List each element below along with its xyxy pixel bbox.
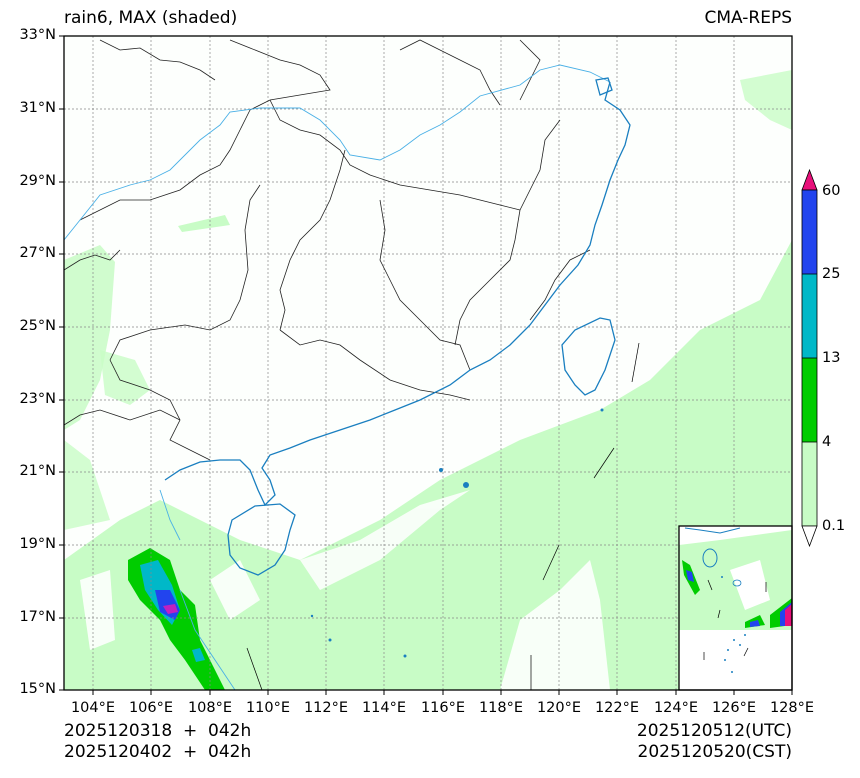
valid-utc: 2025120512(UTC) [636,721,792,741]
colorbar-under-arrow [801,525,818,548]
lon-label: 124°E [653,700,699,716]
lon-label: 116°E [420,700,466,716]
map-frame [63,35,793,691]
valid-time-block: 2025120512(UTC) 2025120520(CST) [637,721,792,763]
map-body [64,36,792,690]
lon-label: 110°E [245,700,291,716]
province-borders [64,39,591,461]
lat-label: 17°N [19,609,56,625]
colorbar-label: 13 [822,350,841,366]
lon-label: 104°E [70,700,116,716]
lon-label: 112°E [303,700,349,716]
small-islands [310,408,604,658]
colorbar-label: 0.1 [822,518,846,534]
lon-label: 120°E [536,700,582,716]
lat-label: 15°N [19,681,56,697]
lat-label: 33°N [19,27,56,43]
valid-cst: 2025120520(CST) [637,742,792,762]
lat-label: 27°N [19,245,56,261]
colorbar-label: 4 [822,434,832,450]
misc-lines [246,342,640,690]
lon-label: 108°E [187,700,233,716]
chart-title: rain6, MAX (shaded) [64,8,238,28]
heavy-rain-band [128,548,225,690]
init-cst: 2025120402 + 042h [64,742,252,762]
lat-label: 29°N [19,173,56,189]
graticule [64,36,792,690]
lat-label: 21°N [19,463,56,479]
lon-label: 114°E [361,700,407,716]
colorbar [801,168,818,548]
lon-label: 126°E [711,700,757,716]
colorbar-label: 60 [822,183,841,199]
lat-label: 19°N [19,536,56,552]
colorbar-over-arrow [801,168,818,191]
lat-label: 31°N [19,100,56,116]
init-time-block: 2025120318 + 042h 2025120402 + 042h [64,721,251,763]
coastline [164,77,631,576]
axis-ticks [59,35,793,695]
rivers [64,64,611,690]
lon-label: 122°E [594,700,640,716]
model-name: CMA-REPS [704,8,792,28]
lon-label: 106°E [128,700,174,716]
init-utc: 2025120318 + 042h [64,721,252,741]
colorbar-label: 25 [822,266,841,282]
lon-label: 118°E [478,700,524,716]
inset-panel [678,525,793,691]
lon-label: 128°E [769,700,815,716]
lat-label: 25°N [19,318,56,334]
lat-label: 23°N [19,391,56,407]
